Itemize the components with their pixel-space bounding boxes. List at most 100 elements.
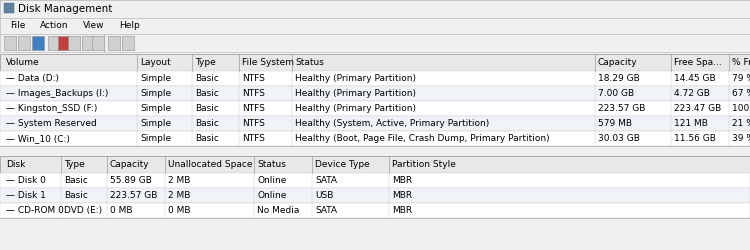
Text: Partition Style: Partition Style [392,160,456,169]
Bar [0,156,750,218]
Bar [0,34,750,52]
Bar [0,131,750,146]
Text: — CD-ROM 0: — CD-ROM 0 [6,206,64,215]
Text: NTFS: NTFS [242,134,265,143]
Bar [108,36,120,50]
Text: SATA: SATA [315,176,337,185]
Text: 0 MB: 0 MB [110,206,133,215]
Text: 21 %: 21 % [732,119,750,128]
Bar [0,54,750,71]
Text: MBR: MBR [392,191,412,200]
Text: — Data (D:): — Data (D:) [6,74,59,83]
Text: File System: File System [242,58,294,67]
Bar [0,0,750,18]
Text: Simple: Simple [140,74,171,83]
Bar [48,36,60,50]
Text: Basic: Basic [195,134,219,143]
Text: NTFS: NTFS [242,74,265,83]
Text: Unallocated Space: Unallocated Space [168,160,253,169]
Text: 14.45 GB: 14.45 GB [674,74,716,83]
Text: Basic: Basic [64,176,88,185]
Bar [4,3,14,13]
Text: — Disk 1: — Disk 1 [6,191,46,200]
Text: Type: Type [64,160,85,169]
Text: 18.29 GB: 18.29 GB [598,74,640,83]
Text: Basic: Basic [195,74,219,83]
Text: Status: Status [295,58,324,67]
Text: NTFS: NTFS [242,104,265,113]
Text: Type: Type [195,58,216,67]
Bar [0,18,750,34]
Text: 100 %: 100 % [732,104,750,113]
Text: Basic: Basic [195,104,219,113]
Text: Disk Management: Disk Management [18,4,112,14]
Text: % Free: % Free [732,58,750,67]
Bar [58,36,70,50]
Bar [4,36,16,50]
Text: NTFS: NTFS [242,89,265,98]
Text: 223.47 GB: 223.47 GB [674,104,722,113]
Text: Healthy (Primary Partition): Healthy (Primary Partition) [295,89,416,98]
Text: SATA: SATA [315,206,337,215]
Text: Free Spa...: Free Spa... [674,58,722,67]
Text: — Images_Backups (I:): — Images_Backups (I:) [6,89,108,98]
Bar [0,86,750,101]
Text: Simple: Simple [140,134,171,143]
Text: 79 %: 79 % [732,74,750,83]
Text: Action: Action [40,22,68,30]
Bar [0,71,750,86]
Text: NTFS: NTFS [242,119,265,128]
Bar [0,54,750,146]
Bar [0,173,750,188]
Text: Healthy (Boot, Page File, Crash Dump, Primary Partition): Healthy (Boot, Page File, Crash Dump, Pr… [295,134,550,143]
Bar [0,116,750,131]
Text: 2 MB: 2 MB [168,176,190,185]
Text: Status: Status [257,160,286,169]
Text: 223.57 GB: 223.57 GB [110,191,158,200]
Bar [0,101,750,116]
Text: Healthy (Primary Partition): Healthy (Primary Partition) [295,74,416,83]
Bar [92,36,104,50]
Text: File: File [10,22,26,30]
Text: — Kingston_SSD (F:): — Kingston_SSD (F:) [6,104,98,113]
Text: — Disk 0: — Disk 0 [6,176,46,185]
Text: Healthy (System, Active, Primary Partition): Healthy (System, Active, Primary Partiti… [295,119,489,128]
Text: Simple: Simple [140,119,171,128]
Text: No Media: No Media [257,206,299,215]
Text: 7.00 GB: 7.00 GB [598,89,634,98]
Bar [122,36,134,50]
Text: Healthy (Primary Partition): Healthy (Primary Partition) [295,104,416,113]
Text: Capacity: Capacity [598,58,638,67]
Text: Online: Online [257,191,286,200]
Text: 0 MB: 0 MB [168,206,190,215]
Text: — Win_10 (C:): — Win_10 (C:) [6,134,70,143]
Bar [0,156,750,173]
Text: 55.89 GB: 55.89 GB [110,176,152,185]
Text: Layout: Layout [140,58,171,67]
Text: Disk: Disk [6,160,26,169]
Text: 39 %: 39 % [732,134,750,143]
Text: USB: USB [315,191,333,200]
Text: 30.03 GB: 30.03 GB [598,134,640,143]
Text: — System Reserved: — System Reserved [6,119,97,128]
Text: 11.56 GB: 11.56 GB [674,134,716,143]
Bar [0,188,750,203]
Text: 4.72 GB: 4.72 GB [674,89,710,98]
Text: View: View [83,22,104,30]
Text: MBR: MBR [392,206,412,215]
Bar [18,36,30,50]
Bar [32,36,44,50]
Bar [68,36,80,50]
Text: 579 MB: 579 MB [598,119,632,128]
Text: Basic: Basic [195,89,219,98]
Text: Basic: Basic [64,191,88,200]
Text: Volume: Volume [6,58,40,67]
Text: Device Type: Device Type [315,160,370,169]
Text: Simple: Simple [140,89,171,98]
Text: MBR: MBR [392,176,412,185]
Text: Capacity: Capacity [110,160,149,169]
Text: 2 MB: 2 MB [168,191,190,200]
Text: 223.57 GB: 223.57 GB [598,104,645,113]
Text: Basic: Basic [195,119,219,128]
Text: DVD (E:): DVD (E:) [64,206,102,215]
